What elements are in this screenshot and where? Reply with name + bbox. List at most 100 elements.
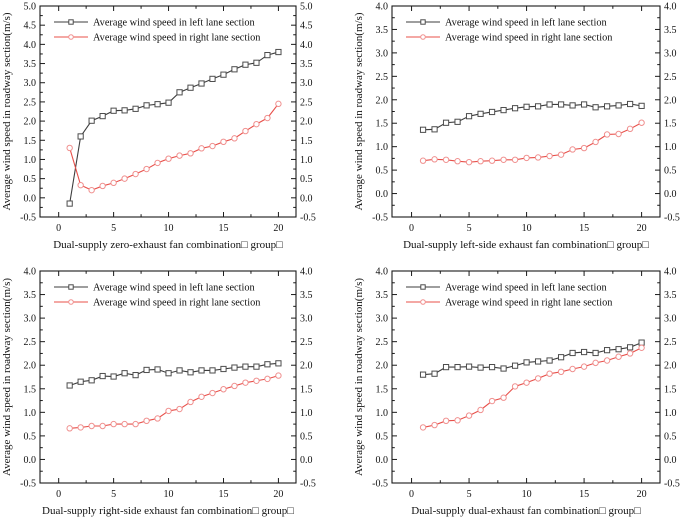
x-tick-label: 15 [579,223,589,234]
y-tick-label-right: 4.0 [664,2,677,13]
y-tick-label-left: 1.0 [24,155,37,166]
data-point-marker-circle [638,119,645,126]
data-point-marker-square [154,366,161,373]
y-tick-label-right: 4.0 [300,40,313,51]
y-tick-label-right: 1.5 [300,384,313,395]
x-tick-label: 10 [164,489,174,500]
data-point-marker-square [500,106,507,114]
data-point-marker-circle [546,370,553,377]
data-point-marker-square [465,363,473,370]
y-tick-label-left: -0.5 [372,213,388,224]
data-point-marker-circle [454,417,461,424]
data-point-marker-square [242,363,249,370]
data-point-marker-square [99,372,106,380]
data-point-marker-square [209,75,216,82]
data-point-marker-square [626,344,634,351]
series-line [422,122,642,163]
y-tick-label-left: 0.0 [376,189,389,200]
y-tick-label-right: 0.0 [300,455,313,466]
data-point-marker-square [592,104,599,111]
y-tick-label-right: 2.5 [664,337,677,348]
y-tick-label-left: 1.5 [376,119,389,130]
data-point-marker-circle [638,344,645,351]
chart-right-side-exhaust: -0.5 -0.5 0.0 0.0 0.5 0.5 1.0 1.0 1.5 1.5 2.0 2.0 2.… [0,265,342,531]
data-point-marker-square [68,284,74,290]
data-point-marker-square [511,105,519,112]
data-point-marker-square [420,19,426,25]
data-point-marker-circle [488,397,496,405]
x-tick-label: 5 [467,223,472,234]
y-tick-label-right: 1.0 [300,155,313,166]
data-point-marker-circle [143,417,150,425]
data-point-marker-circle [121,175,128,182]
legend-label: Average wind speed in left lane section [93,283,255,294]
legend-item: Average wind speed in right lane section [406,298,612,309]
data-point-marker-square [534,103,542,110]
data-point-marker-circle [477,406,484,414]
data-point-marker-square [569,349,576,357]
y-tick-label-left: 1.0 [24,408,37,419]
data-point-marker-circle [198,145,205,152]
x-tick-label: 10 [164,223,174,234]
y-tick-label-left: 1.5 [376,384,389,395]
y-tick-label-right: 2.5 [300,97,313,108]
data-point-marker-circle [500,394,507,401]
data-point-marker-circle [420,34,426,40]
data-point-marker-square [275,48,282,56]
data-point-marker-circle [442,417,450,425]
y-tick-label-left: 2.5 [376,337,389,348]
data-point-marker-square [176,367,183,374]
data-point-marker-square [253,363,260,370]
y-tick-label-left: 1.5 [24,136,37,147]
data-point-marker-square [465,113,473,120]
data-point-marker-square [66,382,73,389]
x-tick-label: 20 [637,489,647,500]
y-tick-label-left: 4.5 [24,21,37,32]
y-tick-label-right: 2.5 [300,337,313,348]
x-tick-label: 5 [467,489,472,500]
y-tick-label-right: 0.0 [664,455,677,466]
x-axis-title: Dual-supply left-side exhaust fan combin… [403,239,649,251]
data-point-marker-square [477,110,484,117]
data-point-marker-circle [580,363,588,370]
data-point-marker-circle [275,100,282,108]
legend-label: Average wind speed in right lane section [445,298,612,309]
data-point-marker-square [580,101,588,108]
y-tick-label-left: 4.0 [24,40,37,51]
data-point-marker-circle [99,182,106,190]
data-point-marker-square [569,102,576,109]
y-tick-label-left: -0.5 [372,479,388,490]
legend-item: Average wind speed in left lane section [406,18,607,29]
y-tick-label-right: 2.0 [300,361,313,372]
data-point-marker-circle [88,422,95,430]
data-point-marker-square [626,100,634,108]
data-point-marker-circle [187,150,194,157]
legend-label: Average wind speed in left lane section [93,18,255,29]
data-point-marker-square [132,372,139,379]
chart-canvas: -0.5 -0.5 0.0 0.0 0.5 0.5 1.0 1.0 1.5 1.5 2.0 2.0 2.… [353,267,680,518]
x-tick-label: 15 [218,223,228,234]
y-tick-label-right: 3.5 [300,290,313,301]
data-point-marker-square [264,361,271,368]
data-point-marker-square [143,366,150,374]
x-tick-label: 10 [522,489,532,500]
data-point-marker-circle [132,420,139,428]
data-point-marker-circle [419,157,427,164]
data-point-marker-square [431,126,438,133]
y-axis-title: Average wind speed in roadway section(m/… [353,12,365,210]
data-point-marker-circle [442,156,450,163]
y-tick-label-right: 3.5 [664,290,677,301]
data-point-marker-square [132,105,139,112]
data-point-marker-circle [603,357,611,364]
data-point-marker-square [231,66,238,73]
y-tick-label-right: -0.5 [664,479,680,490]
data-point-marker-square [264,52,271,59]
data-point-marker-square [99,113,106,120]
data-point-marker-square [198,367,205,374]
y-tick-label-left: 2.5 [24,337,37,348]
data-point-marker-square [442,119,450,126]
data-point-marker-square [580,348,588,356]
data-point-marker-circle [209,142,216,150]
data-point-marker-square [187,84,194,91]
y-tick-label-left: 0.5 [376,431,389,442]
